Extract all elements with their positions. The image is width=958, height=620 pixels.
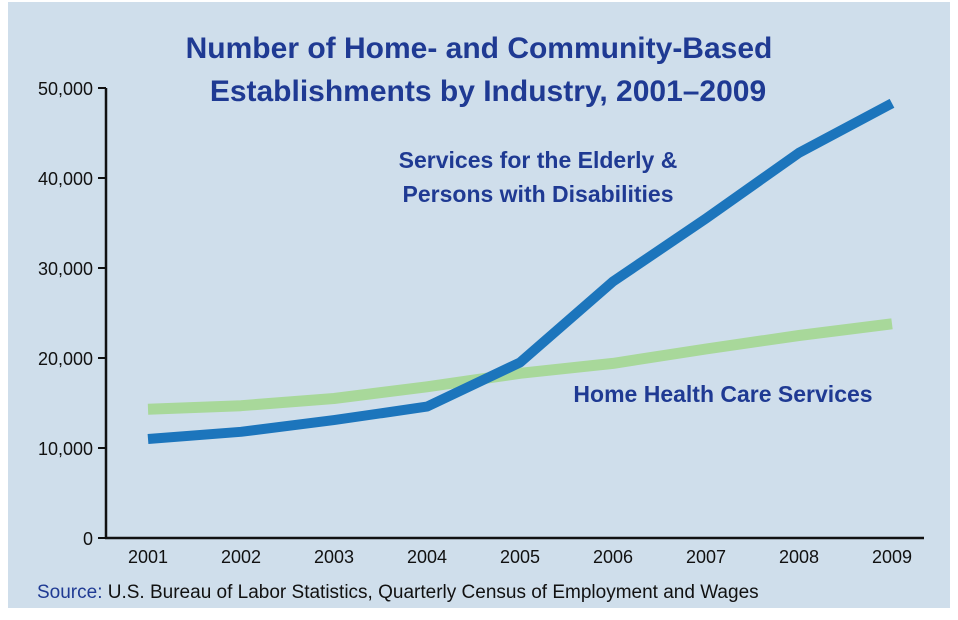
x-tick-label: 2006	[593, 547, 633, 567]
series-label-home-health: Home Health Care Services	[573, 381, 872, 407]
y-axis-ticks: 0 10,000 20,000 30,000 40,000 50,000	[38, 79, 106, 549]
x-axis-ticks: 2001 2002 2003 2004 2005 2006 2007 2008 2009	[128, 547, 912, 567]
series-line-elderly	[147, 98, 895, 444]
y-tick-label: 0	[83, 529, 93, 549]
x-tick-label: 2008	[779, 547, 819, 567]
x-tick-label: 2003	[314, 547, 354, 567]
x-tick-label: 2009	[872, 547, 912, 567]
y-tick-label: 50,000	[38, 79, 93, 99]
y-tick-label: 40,000	[38, 169, 93, 189]
x-tick-label: 2004	[407, 547, 447, 567]
x-tick-label: 2007	[686, 547, 726, 567]
series-lines	[147, 98, 895, 444]
source-text: U.S. Bureau of Labor Statistics, Quarter…	[102, 582, 758, 603]
series-label-elderly-line-2: Persons with Disabilities	[403, 181, 674, 207]
y-tick-label: 30,000	[38, 259, 93, 279]
source-prefix: Source:	[37, 582, 102, 603]
series-line-home-health	[147, 318, 893, 415]
y-tick-label: 10,000	[38, 439, 93, 459]
chart-panel	[8, 2, 950, 608]
x-tick-label: 2001	[128, 547, 168, 567]
x-tick-label: 2002	[221, 547, 261, 567]
chart-title-line-1: Number of Home- and Community-Based	[186, 32, 773, 65]
series-label-elderly-line-1: Services for the Elderly &	[399, 147, 678, 173]
chart-title-line-2: Establishments by Industry, 2001–2009	[210, 75, 766, 108]
x-tick-label: 2005	[500, 547, 540, 567]
y-tick-label: 20,000	[38, 349, 93, 369]
source-note: Source: U.S. Bureau of Labor Statistics,…	[37, 582, 759, 603]
